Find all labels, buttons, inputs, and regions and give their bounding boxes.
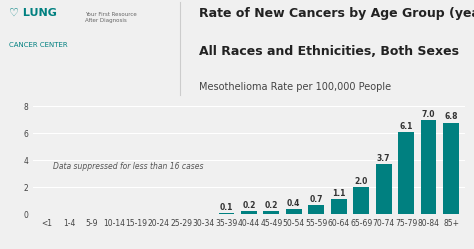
Text: 0.4: 0.4 — [287, 199, 301, 208]
Text: Mesothelioma Rate per 100,000 People: Mesothelioma Rate per 100,000 People — [199, 82, 391, 92]
Bar — [398, 132, 414, 214]
Bar — [241, 211, 257, 214]
Bar — [286, 209, 301, 214]
Text: CANCER CENTER: CANCER CENTER — [9, 42, 68, 48]
Bar — [309, 205, 324, 214]
Bar — [353, 187, 369, 214]
Text: All Races and Ethnicities, Both Sexes: All Races and Ethnicities, Both Sexes — [199, 45, 459, 58]
Text: Data suppressed for less than 16 cases: Data suppressed for less than 16 cases — [53, 162, 203, 171]
Text: 3.7: 3.7 — [377, 154, 391, 163]
Bar — [376, 164, 392, 214]
Bar — [421, 120, 437, 214]
Text: Rate of New Cancers by Age Group (years),: Rate of New Cancers by Age Group (years)… — [199, 7, 474, 20]
Text: 6.8: 6.8 — [444, 113, 458, 122]
Bar — [443, 123, 459, 214]
Text: 2.0: 2.0 — [355, 177, 368, 186]
Text: 0.2: 0.2 — [264, 201, 278, 210]
Bar — [264, 211, 279, 214]
Text: 0.1: 0.1 — [219, 203, 233, 212]
Text: 6.1: 6.1 — [400, 122, 413, 131]
Text: ♡ LUNG: ♡ LUNG — [9, 7, 57, 17]
Text: 7.0: 7.0 — [422, 110, 435, 119]
Text: Your First Resource
After Diagnosis: Your First Resource After Diagnosis — [85, 12, 137, 23]
Bar — [219, 213, 234, 214]
Text: 0.2: 0.2 — [242, 201, 255, 210]
Text: 1.1: 1.1 — [332, 189, 346, 198]
Bar — [331, 199, 346, 214]
Text: 0.7: 0.7 — [310, 195, 323, 204]
